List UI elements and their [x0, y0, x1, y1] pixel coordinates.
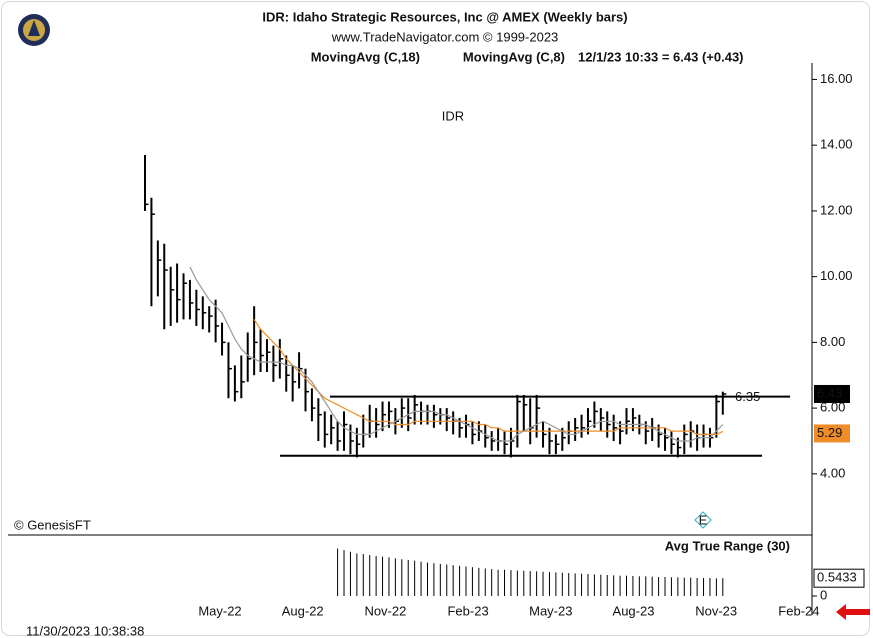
y-tick-label: 12.00: [820, 202, 853, 217]
last-ma: 5.29: [817, 425, 842, 440]
level-label: 6.35: [735, 389, 760, 404]
moving-average: [253, 319, 724, 435]
y-tick-label: 8.00: [820, 334, 845, 349]
timestamp: 11/30/2023 10:38:38: [26, 623, 144, 638]
logo: [18, 14, 50, 46]
x-tick-label: Aug-22: [282, 603, 324, 618]
x-tick-label: May-22: [198, 603, 241, 618]
x-tick-label: Aug-23: [613, 603, 655, 618]
source: www.TradeNavigator.com © 1999-2023: [331, 29, 559, 44]
event-icon: E: [694, 511, 712, 529]
y-tick-label: 10.00: [820, 268, 853, 283]
svg-text:E: E: [699, 512, 708, 527]
x-tick-label: Nov-23: [695, 603, 737, 618]
arrow: [836, 604, 870, 620]
x-tick-label: Feb-24: [778, 603, 819, 618]
watermark: IDR: [442, 108, 464, 123]
atr-last: 0.5433: [817, 570, 857, 585]
last-ma-box: [814, 424, 850, 443]
last-close-box: [814, 384, 850, 403]
atr-tick-label: 0: [820, 587, 827, 602]
credit: © GenesisFT: [14, 517, 91, 532]
y-tick-label: 16.00: [820, 71, 853, 86]
x-tick-label: May-23: [529, 603, 572, 618]
moving-average: [189, 266, 724, 442]
title: IDR: Idaho Strategic Resources, Inc @ AM…: [262, 9, 627, 24]
x-tick-label: Feb-23: [447, 603, 488, 618]
last-close: 6.43: [817, 385, 842, 400]
y-tick-label: 6.00: [820, 400, 845, 415]
atr-last-box: [813, 568, 865, 588]
legend-entry: MovingAvg (C,18): [311, 49, 420, 64]
legend-entry: MovingAvg (C,8): [463, 49, 565, 64]
quote: 12/1/23 10:33 = 6.43 (+0.43): [578, 49, 744, 64]
x-tick-label: Nov-22: [364, 603, 406, 618]
y-tick-label: 14.00: [820, 137, 853, 152]
atr-title: Avg True Range (30): [665, 538, 790, 553]
y-tick-label: 4.00: [820, 465, 845, 480]
